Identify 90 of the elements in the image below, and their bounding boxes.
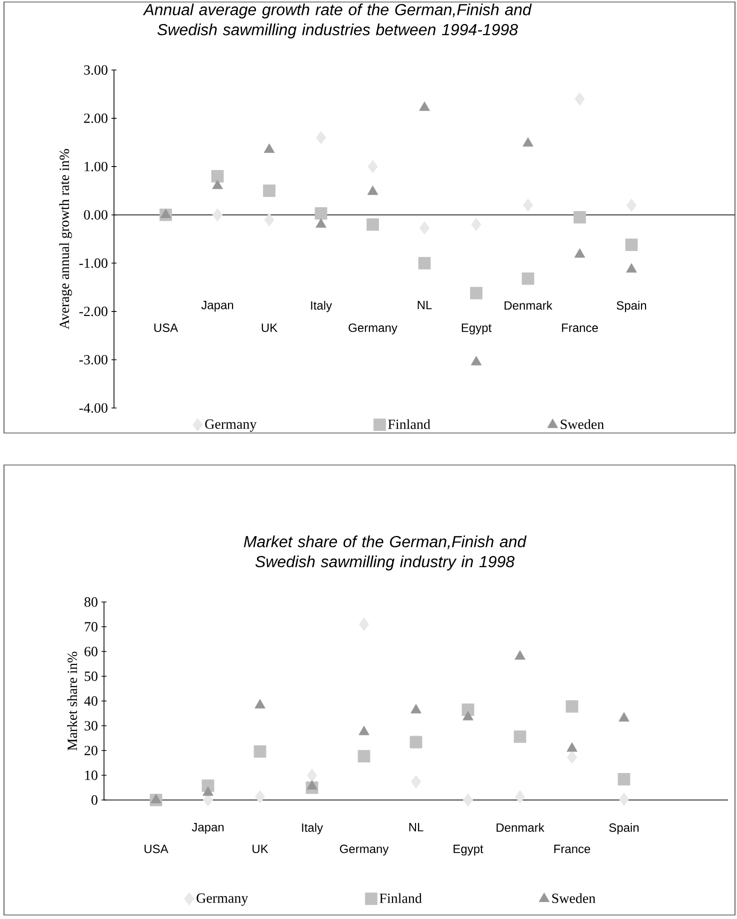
y-tick-label: 40 xyxy=(84,696,98,706)
y-tick-label: 20 xyxy=(84,746,98,756)
legend-label: Sweden xyxy=(552,893,596,904)
point xyxy=(470,286,482,300)
x-tick-label: NL xyxy=(409,823,424,832)
chart-title: Market share of the German,Finish and Swedish sawmilling industry in 1998 xyxy=(244,536,527,570)
y-tick-label: 0 xyxy=(92,795,98,805)
point xyxy=(462,710,474,720)
point xyxy=(574,248,586,258)
x-tick-label: UK xyxy=(262,324,278,332)
legend-label: Germany xyxy=(196,893,248,906)
x-tick-label: NL xyxy=(418,300,432,310)
point xyxy=(254,745,266,758)
point xyxy=(316,218,326,228)
point xyxy=(211,170,224,182)
point xyxy=(254,699,266,708)
x-tick-label: Germany xyxy=(348,324,398,334)
point xyxy=(514,730,526,743)
point xyxy=(574,211,586,224)
point xyxy=(410,704,422,714)
point xyxy=(264,212,274,226)
point xyxy=(566,700,578,713)
point xyxy=(626,263,637,273)
point xyxy=(418,256,431,270)
x-tick-label: France xyxy=(554,844,590,854)
point xyxy=(514,650,526,660)
y-axis-title: Market share in% xyxy=(67,652,78,750)
point xyxy=(470,356,482,366)
x-tick-label: Italy xyxy=(311,300,332,312)
y-tick-label: -1.00 xyxy=(79,258,108,268)
x-tick-label: Egypt xyxy=(454,844,484,856)
point xyxy=(306,768,318,782)
x-tick-label: Japan xyxy=(192,823,224,834)
point xyxy=(618,792,630,806)
y-tick-label: -3.00 xyxy=(79,354,108,364)
x-tick-label: France xyxy=(562,324,598,332)
legend-label: Germany xyxy=(205,419,257,432)
point xyxy=(160,208,172,218)
y-tick-label: 2.00 xyxy=(84,114,108,124)
point xyxy=(522,137,534,147)
x-tick-label: Spain xyxy=(616,300,646,312)
point xyxy=(264,143,275,153)
point xyxy=(366,218,379,231)
x-tick-label: Denmark xyxy=(496,823,544,832)
y-tick-label: -4.00 xyxy=(79,403,108,413)
point xyxy=(358,750,370,762)
y-tick-label: -2.00 xyxy=(79,306,108,316)
x-tick-label: Spain xyxy=(609,823,639,834)
y-tick-label: 3.00 xyxy=(84,65,108,75)
legend-label: Finland xyxy=(380,893,422,904)
point xyxy=(254,790,266,804)
x-tick-label: Germany xyxy=(340,844,389,856)
point xyxy=(522,272,534,285)
x-tick-label: UK xyxy=(252,844,268,854)
point xyxy=(150,794,162,804)
point xyxy=(618,712,630,722)
point xyxy=(306,780,318,790)
y-tick-label: 1.00 xyxy=(84,162,108,172)
y-tick-label: 60 xyxy=(84,646,98,656)
x-tick-label: Japan xyxy=(201,300,234,312)
chart-title: Annual average growth rate of the German,Finish and Swedish sawmilling industries between 1994-1998 xyxy=(142,4,532,38)
y-tick-label: 70 xyxy=(84,622,98,632)
point xyxy=(358,726,370,736)
point xyxy=(566,750,578,764)
y-tick-label: 10 xyxy=(85,770,98,780)
x-tick-label: Denmark xyxy=(504,300,552,310)
point xyxy=(212,180,223,190)
point xyxy=(625,238,638,252)
point xyxy=(419,101,430,111)
x-tick-label: USA xyxy=(154,324,178,332)
point xyxy=(212,208,223,222)
point xyxy=(514,790,526,804)
point xyxy=(618,773,630,786)
point xyxy=(314,207,328,220)
y-axis-title: Average annual growth rate in% xyxy=(59,149,72,330)
y-tick-label: 0.00 xyxy=(84,210,108,220)
point xyxy=(566,742,578,752)
x-tick-label: Egypt xyxy=(462,324,492,334)
point xyxy=(263,184,276,197)
x-tick-label: Italy xyxy=(302,823,323,834)
x-tick-label: USA xyxy=(144,844,168,854)
legend-label: Finland xyxy=(388,419,430,430)
point xyxy=(410,736,422,748)
point xyxy=(462,793,474,807)
point xyxy=(367,185,378,195)
y-tick-label: 80 xyxy=(84,597,98,607)
y-tick-label: 50 xyxy=(84,672,98,681)
y-tick-label: 30 xyxy=(84,721,98,730)
legend-label: Sweden xyxy=(560,419,604,430)
point xyxy=(202,786,214,796)
